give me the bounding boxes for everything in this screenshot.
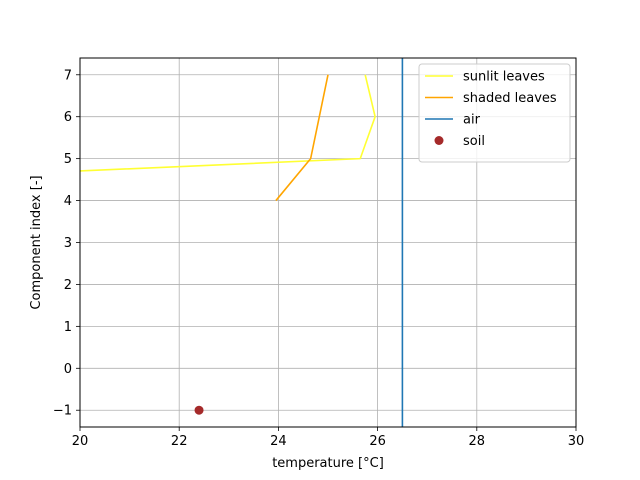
y-tick-label: 5 xyxy=(64,152,72,167)
x-tick-label: 22 xyxy=(171,434,188,449)
series-line-shaded-leaves xyxy=(275,74,329,202)
y-tick-label: 1 xyxy=(64,320,72,335)
legend-swatch-soil xyxy=(434,136,444,145)
x-tick-label: 26 xyxy=(369,434,386,449)
y-tick-label: 7 xyxy=(64,68,72,83)
legend: sunlit leaves shaded leaves air soil xyxy=(418,63,571,163)
series-point-soil xyxy=(194,405,204,415)
y-tick-label: −1 xyxy=(53,404,72,419)
x-tick-label: 24 xyxy=(270,434,287,449)
x-tick-label: 28 xyxy=(469,434,486,449)
x-tick-label: 20 xyxy=(72,434,89,449)
y-tick-label: 4 xyxy=(64,194,72,209)
y-tick-label: 6 xyxy=(64,110,72,125)
series-layer xyxy=(80,58,404,427)
legend-label-soil: soil xyxy=(463,134,485,149)
ticks: 20 22 24 26 28 30 −1 0 1 2 3 4 5 6 7 xyxy=(53,68,584,449)
x-axis-label: temperature [°C] xyxy=(272,456,384,471)
y-tick-label: 3 xyxy=(64,236,72,251)
y-tick-label: 2 xyxy=(64,278,72,293)
legend-label-shaded-leaves: shaded leaves xyxy=(463,91,557,106)
legend-box xyxy=(418,63,571,163)
legend-label-air: air xyxy=(463,113,481,128)
y-tick-label: 0 xyxy=(64,362,72,377)
x-tick-label: 30 xyxy=(568,434,585,449)
legend-label-sunlit-leaves: sunlit leaves xyxy=(463,70,545,85)
y-axis-label: Component index [-] xyxy=(29,175,44,309)
series-line-sunlit-leaves xyxy=(80,74,376,172)
